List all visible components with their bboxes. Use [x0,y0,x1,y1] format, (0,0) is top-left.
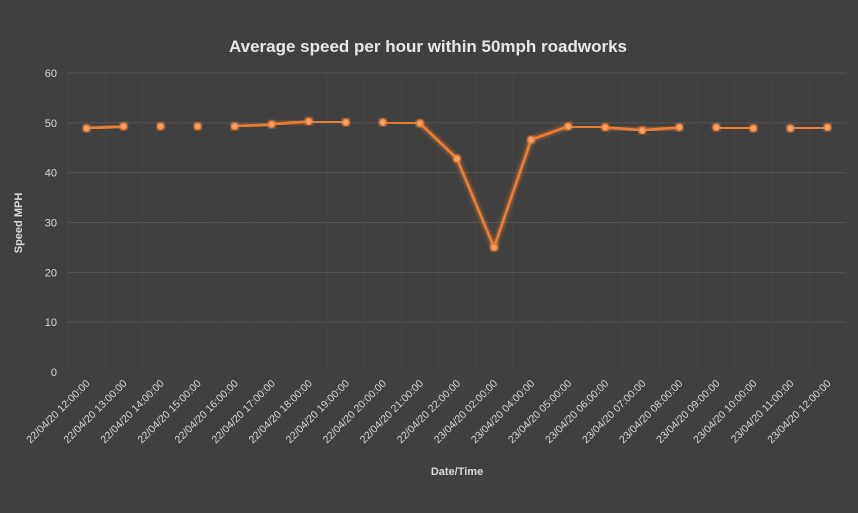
x-tick-label: 23/04/20 09:00:00 [654,378,722,446]
data-point-15 [638,126,647,135]
data-point-9 [416,119,424,128]
data-point-1 [119,122,128,131]
x-tick-label: 23/04/20 06:00:00 [543,378,611,446]
x-tick-label: 22/04/20 20:00:00 [321,378,389,446]
y-tick-label: 50 [45,118,57,130]
series-line-segment [640,126,681,132]
x-tick-label: 23/04/20 04:00:00 [469,378,537,446]
y-tick-label: 10 [45,317,57,329]
series-line-segment [455,157,496,249]
data-point-10 [453,154,461,163]
y-tick-label: 30 [45,218,57,230]
x-tick-label: 22/04/20 14:00:00 [98,378,166,446]
x-tick-label: 22/04/20 18:00:00 [247,378,315,446]
data-point-14 [601,123,609,132]
data-point-19 [786,124,795,133]
x-tick-label: 22/04/20 13:00:00 [61,378,129,446]
y-tick-label: 60 [45,68,57,80]
data-point-2 [156,122,165,131]
data-point-7 [342,118,350,127]
chart-title: Average speed per hour within 50mph road… [229,37,627,56]
x-tick-label: 23/04/20 07:00:00 [580,378,648,446]
series-line-segment [529,125,570,142]
data-point-20 [823,123,832,132]
series-line-segment [603,126,644,132]
series-line-segment [233,123,274,128]
series-line-segment [566,125,607,129]
x-tick-label: 23/04/20 02:00:00 [432,378,500,446]
series-line-segment [307,120,348,124]
series-line-segment [381,121,422,125]
data-point-6 [305,117,313,126]
data-point-12 [527,135,535,144]
x-tick-label: 23/04/20 05:00:00 [506,378,574,446]
data-point-11 [490,243,498,252]
data-point-5 [267,120,276,129]
series-line-segment [715,126,755,130]
data-point-13 [564,122,572,131]
x-tick-label: 23/04/20 12:00:00 [765,378,833,446]
y-axis-title: Speed MPH [13,193,25,254]
y-tick-label: 20 [45,267,57,279]
series-line-segment [270,120,311,126]
data-point-16 [675,123,684,132]
data-point-18 [749,124,758,133]
data-point-17 [712,123,721,132]
x-tick-label: 23/04/20 11:00:00 [729,378,797,446]
data-point-0 [82,124,91,133]
y-tick-label: 0 [51,367,57,379]
data-point-4 [230,122,239,131]
x-tick-label: 22/04/20 19:00:00 [284,378,352,446]
x-tick-label: 22/04/20 21:00:00 [358,378,426,446]
data-point-8 [379,118,387,127]
x-tick-label: 23/04/20 10:00:00 [691,378,759,446]
series-line-segment [789,126,829,130]
x-tick-label: 22/04/20 15:00:00 [135,378,203,446]
series-line-segment [492,138,533,249]
y-tick-label: 40 [45,168,57,180]
series-line-segment [85,125,125,130]
x-axis-title: Date/Time [431,466,483,478]
x-tick-label: 22/04/20 22:00:00 [395,378,463,446]
x-tick-label: 22/04/20 17:00:00 [210,378,278,446]
x-tick-label: 23/04/20 08:00:00 [617,378,685,446]
x-tick-label: 22/04/20 12:00:00 [24,378,92,446]
x-tick-label: 22/04/20 16:00:00 [172,378,240,446]
data-point-3 [193,122,202,131]
series-line-segment [418,122,459,161]
